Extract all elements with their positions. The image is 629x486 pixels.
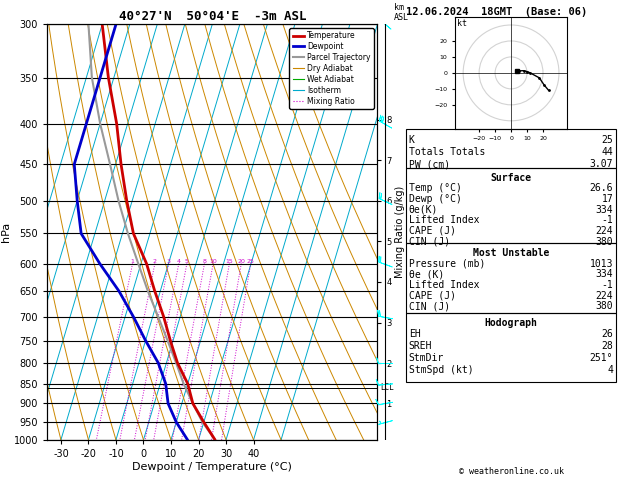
Text: 8: 8 <box>203 259 206 263</box>
Text: CIN (J): CIN (J) <box>409 301 450 312</box>
Text: CIN (J): CIN (J) <box>409 237 450 247</box>
X-axis label: Dewpoint / Temperature (°C): Dewpoint / Temperature (°C) <box>132 462 292 471</box>
Text: 3.07: 3.07 <box>590 159 613 170</box>
Text: StmSpd (kt): StmSpd (kt) <box>409 365 474 376</box>
Text: 20: 20 <box>237 259 245 263</box>
Text: -1: -1 <box>601 280 613 290</box>
Text: Lifted Index: Lifted Index <box>409 280 479 290</box>
Text: 224: 224 <box>596 291 613 301</box>
Text: Temp (°C): Temp (°C) <box>409 183 462 193</box>
Text: 334: 334 <box>596 205 613 215</box>
Text: 25: 25 <box>247 259 255 263</box>
Text: 3: 3 <box>167 259 170 263</box>
Text: K: K <box>409 135 415 145</box>
Text: 1: 1 <box>131 259 135 263</box>
Text: 28: 28 <box>601 341 613 351</box>
Text: 15: 15 <box>226 259 233 263</box>
Text: Hodograph: Hodograph <box>484 318 538 329</box>
Text: Dewp (°C): Dewp (°C) <box>409 194 462 204</box>
Text: LCL: LCL <box>381 383 394 392</box>
Y-axis label: hPa: hPa <box>1 222 11 242</box>
Text: -1: -1 <box>601 215 613 226</box>
Text: kt: kt <box>457 19 467 28</box>
Text: 334: 334 <box>596 269 613 279</box>
Text: © weatheronline.co.uk: © weatheronline.co.uk <box>459 467 564 476</box>
Y-axis label: Mixing Ratio (g/kg): Mixing Ratio (g/kg) <box>394 186 404 278</box>
Text: EH: EH <box>409 329 421 339</box>
Text: 4: 4 <box>177 259 181 263</box>
Legend: Temperature, Dewpoint, Parcel Trajectory, Dry Adiabat, Wet Adiabat, Isotherm, Mi: Temperature, Dewpoint, Parcel Trajectory… <box>289 28 374 109</box>
Text: 44: 44 <box>601 147 613 157</box>
Text: 251°: 251° <box>590 353 613 364</box>
Text: θe(K): θe(K) <box>409 205 438 215</box>
Text: SREH: SREH <box>409 341 432 351</box>
Text: 2: 2 <box>153 259 157 263</box>
Text: CAPE (J): CAPE (J) <box>409 226 456 236</box>
Text: Most Unstable: Most Unstable <box>473 248 549 258</box>
Text: CAPE (J): CAPE (J) <box>409 291 456 301</box>
Text: θe (K): θe (K) <box>409 269 444 279</box>
Text: 12.06.2024  18GMT  (Base: 06): 12.06.2024 18GMT (Base: 06) <box>406 7 587 17</box>
Text: Lifted Index: Lifted Index <box>409 215 479 226</box>
Text: 17: 17 <box>601 194 613 204</box>
Text: 380: 380 <box>596 237 613 247</box>
Text: km
ASL: km ASL <box>394 3 409 22</box>
Text: PW (cm): PW (cm) <box>409 159 450 170</box>
Text: 10: 10 <box>209 259 217 263</box>
Text: 25: 25 <box>601 135 613 145</box>
Text: StmDir: StmDir <box>409 353 444 364</box>
Text: 26: 26 <box>601 329 613 339</box>
Text: Surface: Surface <box>491 173 532 183</box>
Title: 40°27'N  50°04'E  -3m ASL: 40°27'N 50°04'E -3m ASL <box>118 10 306 23</box>
Text: 5: 5 <box>185 259 189 263</box>
Text: 224: 224 <box>596 226 613 236</box>
Text: 1013: 1013 <box>590 259 613 269</box>
Text: 26.6: 26.6 <box>590 183 613 193</box>
Text: 4: 4 <box>608 365 613 376</box>
Text: Pressure (mb): Pressure (mb) <box>409 259 485 269</box>
Text: Totals Totals: Totals Totals <box>409 147 485 157</box>
Text: 380: 380 <box>596 301 613 312</box>
